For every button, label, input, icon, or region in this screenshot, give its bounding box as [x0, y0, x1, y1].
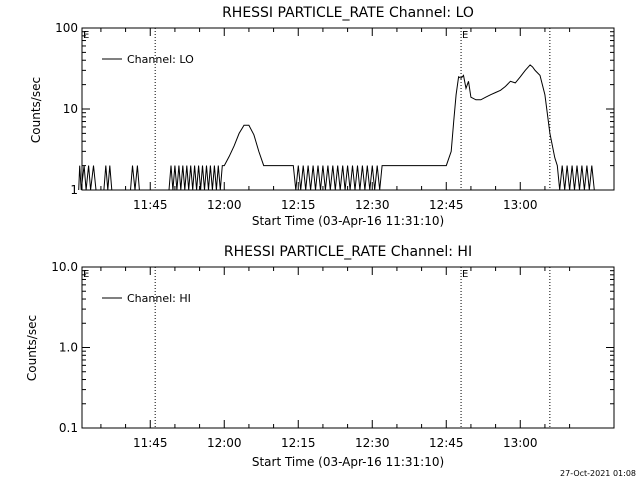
x-tick-label: 13:00 — [503, 436, 538, 450]
x-axis-label: Start Time (03-Apr-16 11:31:10) — [252, 214, 444, 228]
x-tick-label: 12:45 — [429, 198, 464, 212]
x-tick-label: 12:45 — [429, 436, 464, 450]
x-tick-label: 13:00 — [503, 198, 538, 212]
x-tick-label: 12:15 — [281, 198, 316, 212]
panel-lo: RHESSI PARTICLE_RATE Channel: LO 11:45 12… — [29, 5, 615, 228]
start-marker-label: E — [83, 30, 89, 41]
y-axis-label: Counts/sec — [25, 315, 39, 381]
chart-title: RHESSI PARTICLE_RATE Channel: HI — [224, 244, 472, 260]
footer-timestamp: 27-Oct-2021 01:08 — [560, 469, 636, 478]
panel-hi: RHESSI PARTICLE_RATE Channel: HI 11:45 12… — [25, 244, 615, 469]
event-marker-label: E — [462, 269, 468, 280]
x-tick-label: 11:45 — [133, 436, 168, 450]
x-tick-label: 12:30 — [355, 198, 390, 212]
y-tick-label: 0.1 — [59, 421, 78, 435]
x-tick-label: 12:30 — [355, 436, 390, 450]
series-line-lo — [78, 64, 595, 191]
legend-label: Channel: HI — [127, 292, 191, 305]
y-tick-label: 10 — [63, 102, 78, 116]
y-tick-label: 100 — [55, 21, 78, 35]
x-tick-label: 11:45 — [133, 198, 168, 212]
y-axis-label: Counts/sec — [29, 77, 43, 143]
x-tick-label: 12:00 — [207, 436, 242, 450]
y-tick-label: 10.0 — [51, 260, 78, 274]
event-marker-label: E — [462, 30, 468, 41]
x-tick-label: 12:15 — [281, 436, 316, 450]
chart-title: RHESSI PARTICLE_RATE Channel: LO — [222, 5, 474, 21]
start-marker-label: E — [83, 269, 89, 280]
axis-ticks: 11:45 12:00 12:15 12:30 12:45 13:00 0.1 1.0 10.0 — [51, 260, 614, 450]
legend-label: Channel: LO — [127, 53, 194, 66]
y-tick-label: 1.0 — [59, 341, 78, 355]
x-axis-label: Start Time (03-Apr-16 11:31:10) — [252, 455, 444, 469]
x-tick-label: 12:00 — [207, 198, 242, 212]
axis-ticks: 11:45 12:00 12:15 12:30 12:45 13:00 1 10 100 — [55, 21, 614, 212]
y-tick-label: 1 — [70, 183, 78, 197]
